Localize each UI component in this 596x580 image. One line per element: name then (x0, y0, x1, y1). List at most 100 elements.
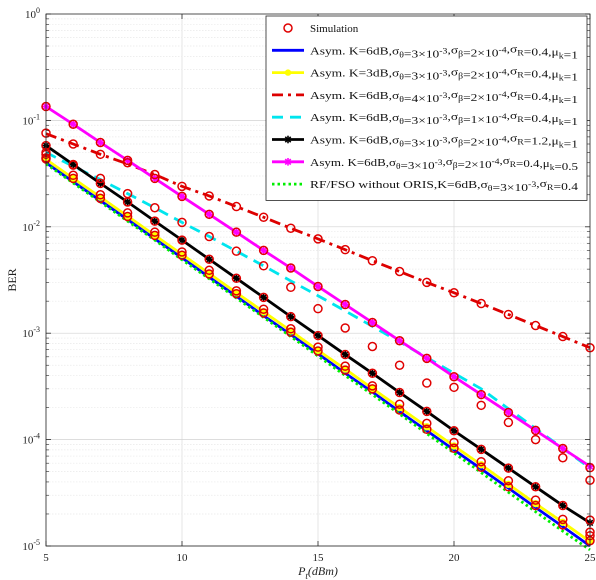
simulation-point (286, 324, 296, 334)
series-point-5 (151, 217, 159, 225)
simulation-point (204, 231, 214, 242)
simulation-point (503, 309, 514, 320)
simulation-point (95, 173, 106, 184)
series-point-5 (477, 445, 485, 454)
series-point-6 (232, 228, 241, 236)
simulation-point (476, 444, 486, 455)
simulation-point (95, 137, 106, 148)
legend-label-series: Asym. K=6dB, σθ=3×10 -3 ,σ β=1×10 -4 ,σ R=0.4,μ… (310, 110, 578, 128)
series-point-6 (368, 318, 377, 327)
simulation-point (394, 405, 405, 415)
x-tick-label: 5 (43, 552, 49, 564)
simulation-point (231, 246, 242, 256)
x-tick-label: 10 (177, 552, 189, 564)
simulation-point (150, 203, 160, 213)
series-point-5 (259, 293, 268, 302)
series-point-5 (232, 274, 241, 283)
simulation-point (394, 266, 405, 277)
simulation-point (503, 407, 514, 418)
x-tick-label: 25 (585, 552, 596, 564)
simulation-point (558, 500, 568, 511)
simulation-point (150, 216, 160, 226)
legend-box (265, 15, 588, 201)
simulation-point (530, 500, 541, 511)
simulation-point (422, 277, 432, 288)
simulation-point (558, 453, 568, 463)
simulation-point (530, 495, 541, 505)
simulation-point (449, 382, 459, 393)
simulation-point (476, 456, 486, 467)
x-tick-label: 20 (449, 552, 461, 564)
simulation-point (231, 288, 242, 299)
simulation-point (177, 181, 187, 192)
simulation-point (258, 212, 269, 222)
y-tick-label: 10-4 (22, 432, 40, 447)
series-point-5 (531, 483, 540, 491)
simulation-point (177, 250, 187, 261)
series-point-6 (531, 426, 540, 435)
series-point-5 (69, 160, 77, 169)
simulation-point (177, 247, 187, 257)
legend-swatch-marker (284, 158, 292, 166)
simulation-point (177, 235, 187, 245)
legend-label-series: Asym. K=6dB, σθ=4×10 -3 ,σ β=2×10 -4 ,σ R=0.4,μ… (310, 88, 578, 106)
series-point-6 (259, 246, 268, 255)
simulation-point (231, 227, 242, 237)
simulation-point (422, 424, 432, 435)
simulation-point (95, 149, 106, 160)
series-point-6 (559, 444, 567, 453)
simulation-point (258, 292, 269, 303)
simulation-point (422, 406, 432, 417)
simulation-point (367, 381, 378, 391)
simulation-point (394, 387, 405, 398)
series-point-5 (368, 369, 377, 378)
simulation-point (150, 230, 160, 241)
simulation-point (313, 346, 323, 356)
simulation-point (503, 463, 514, 473)
simulation-point (476, 389, 486, 400)
simulation-point (95, 190, 106, 200)
simulation-point (367, 255, 378, 266)
simulation-point (286, 311, 296, 322)
series-point-5 (559, 501, 567, 510)
x-axis-label: Pt(dBm) (297, 564, 338, 580)
series-point-5 (314, 331, 322, 340)
simulation-point (422, 418, 432, 429)
simulation-point (231, 273, 242, 284)
simulation-point (503, 417, 514, 428)
simulation-point (422, 378, 432, 388)
simulation-point (340, 244, 350, 255)
simulation-point (449, 443, 459, 453)
simulation-point (68, 173, 78, 184)
series-point-6 (504, 408, 513, 417)
y-tick-label: 10-1 (22, 112, 40, 127)
simulation-point (68, 139, 78, 149)
simulation-point (286, 223, 296, 233)
series-point-5 (123, 198, 132, 206)
simulation-point (422, 353, 432, 364)
simulation-point (449, 437, 459, 448)
simulation-point (313, 281, 323, 292)
simulation-point (449, 426, 459, 436)
series-point-6 (287, 264, 295, 272)
y-axis-label: BER (5, 268, 19, 291)
simulation-point (122, 211, 133, 222)
simulation-point (258, 304, 269, 314)
simulation-point (95, 178, 106, 189)
series-point-6 (205, 210, 213, 219)
simulation-point (476, 400, 486, 411)
simulation-point (313, 330, 323, 341)
simulation-point (558, 443, 568, 454)
series-point-6 (477, 390, 485, 399)
series-point-5 (450, 426, 458, 435)
series-point-6 (314, 282, 322, 291)
simulation-point (394, 335, 405, 346)
simulation-point (367, 368, 378, 379)
simulation-point (530, 482, 541, 492)
series-point-5 (341, 350, 349, 359)
series-line-4 (45, 151, 591, 470)
simulation-point (313, 234, 323, 244)
